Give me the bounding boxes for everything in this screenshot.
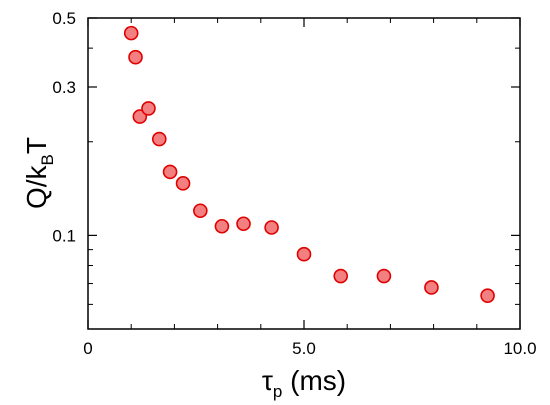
- data-point: [162, 164, 178, 180]
- axis-ticks: 0 5.0 10.0 0.1 0.3 0.5: [52, 9, 536, 358]
- data-point: [123, 25, 139, 41]
- y-tick-label: 0.3: [52, 78, 76, 97]
- data-point: [193, 203, 208, 219]
- x-tick-label: 5.0: [292, 339, 316, 358]
- x-tick-label: 10.0: [503, 339, 536, 358]
- data-point: [128, 49, 143, 65]
- plot-frame: [87, 17, 521, 330]
- data-points: [123, 25, 495, 303]
- data-point: [376, 268, 392, 284]
- data-point: [264, 220, 279, 235]
- y-tick-label: 0.1: [52, 226, 76, 245]
- data-point: [296, 246, 312, 262]
- data-point: [175, 176, 191, 191]
- data-point: [141, 101, 156, 116]
- data-point: [151, 131, 167, 147]
- data-point: [214, 218, 230, 234]
- data-point: [480, 288, 495, 303]
- x-tick-label: 0: [83, 339, 92, 358]
- x-axis-label: τp (ms): [262, 365, 346, 401]
- y-axis-label: Q/kBT: [21, 137, 57, 209]
- y-tick-label: 0.5: [52, 9, 76, 28]
- data-point: [236, 216, 251, 232]
- data-point: [333, 268, 349, 284]
- data-point: [424, 280, 439, 295]
